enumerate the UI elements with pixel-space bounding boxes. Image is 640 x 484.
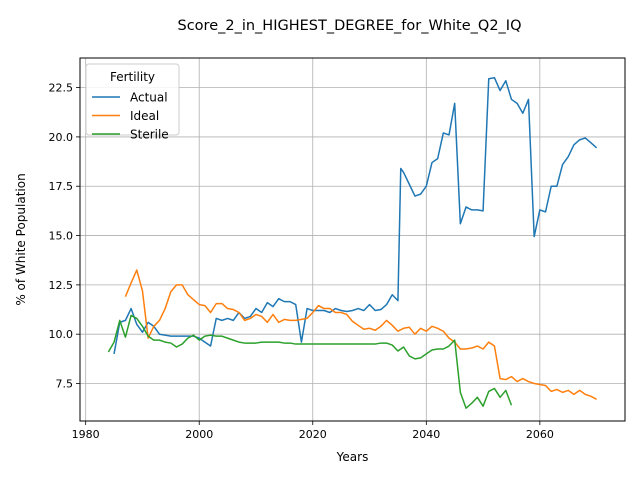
legend-label-actual: Actual [130,91,168,105]
grid-lines [80,58,625,421]
series-lines [107,76,598,409]
y-tick-label-3: 15.0 [49,230,74,243]
x-tick-label-2: 2020 [299,428,327,441]
y-tick-label-4: 17.5 [49,180,74,193]
legend: Fertility Actual Ideal Sterile [85,63,180,142]
series-line-ideal [124,269,597,400]
y-tick-label-6: 22.5 [49,82,74,95]
x-axis: 1980 2000 2020 2040 2060 [72,421,554,441]
chart-title: Score_2_in_HIGHEST_DEGREE_for_White_Q2_I… [178,18,522,34]
legend-label-sterile: Sterile [130,128,169,142]
y-tick-label-0: 7.5 [56,378,74,391]
legend-label-ideal: Ideal [130,109,159,123]
x-tick-label-3: 2040 [412,428,440,441]
y-tick-label-1: 10.0 [49,328,74,341]
x-tick-label-1: 2000 [185,428,213,441]
y-tick-label-2: 12.5 [49,279,74,292]
legend-box [85,63,180,136]
x-tick-label-4: 2060 [526,428,554,441]
legend-title: Fertility [110,70,155,84]
y-tick-label-5: 20.0 [49,131,74,144]
plot-frame [79,57,626,422]
x-tick-label-0: 1980 [72,428,100,441]
y-axis-label: % of White Population [14,173,28,305]
series-line-sterile [107,314,513,409]
y-axis: 7.5 10.0 12.5 15.0 17.5 20.0 22.5 [49,82,80,391]
x-axis-label: Years [336,450,369,464]
